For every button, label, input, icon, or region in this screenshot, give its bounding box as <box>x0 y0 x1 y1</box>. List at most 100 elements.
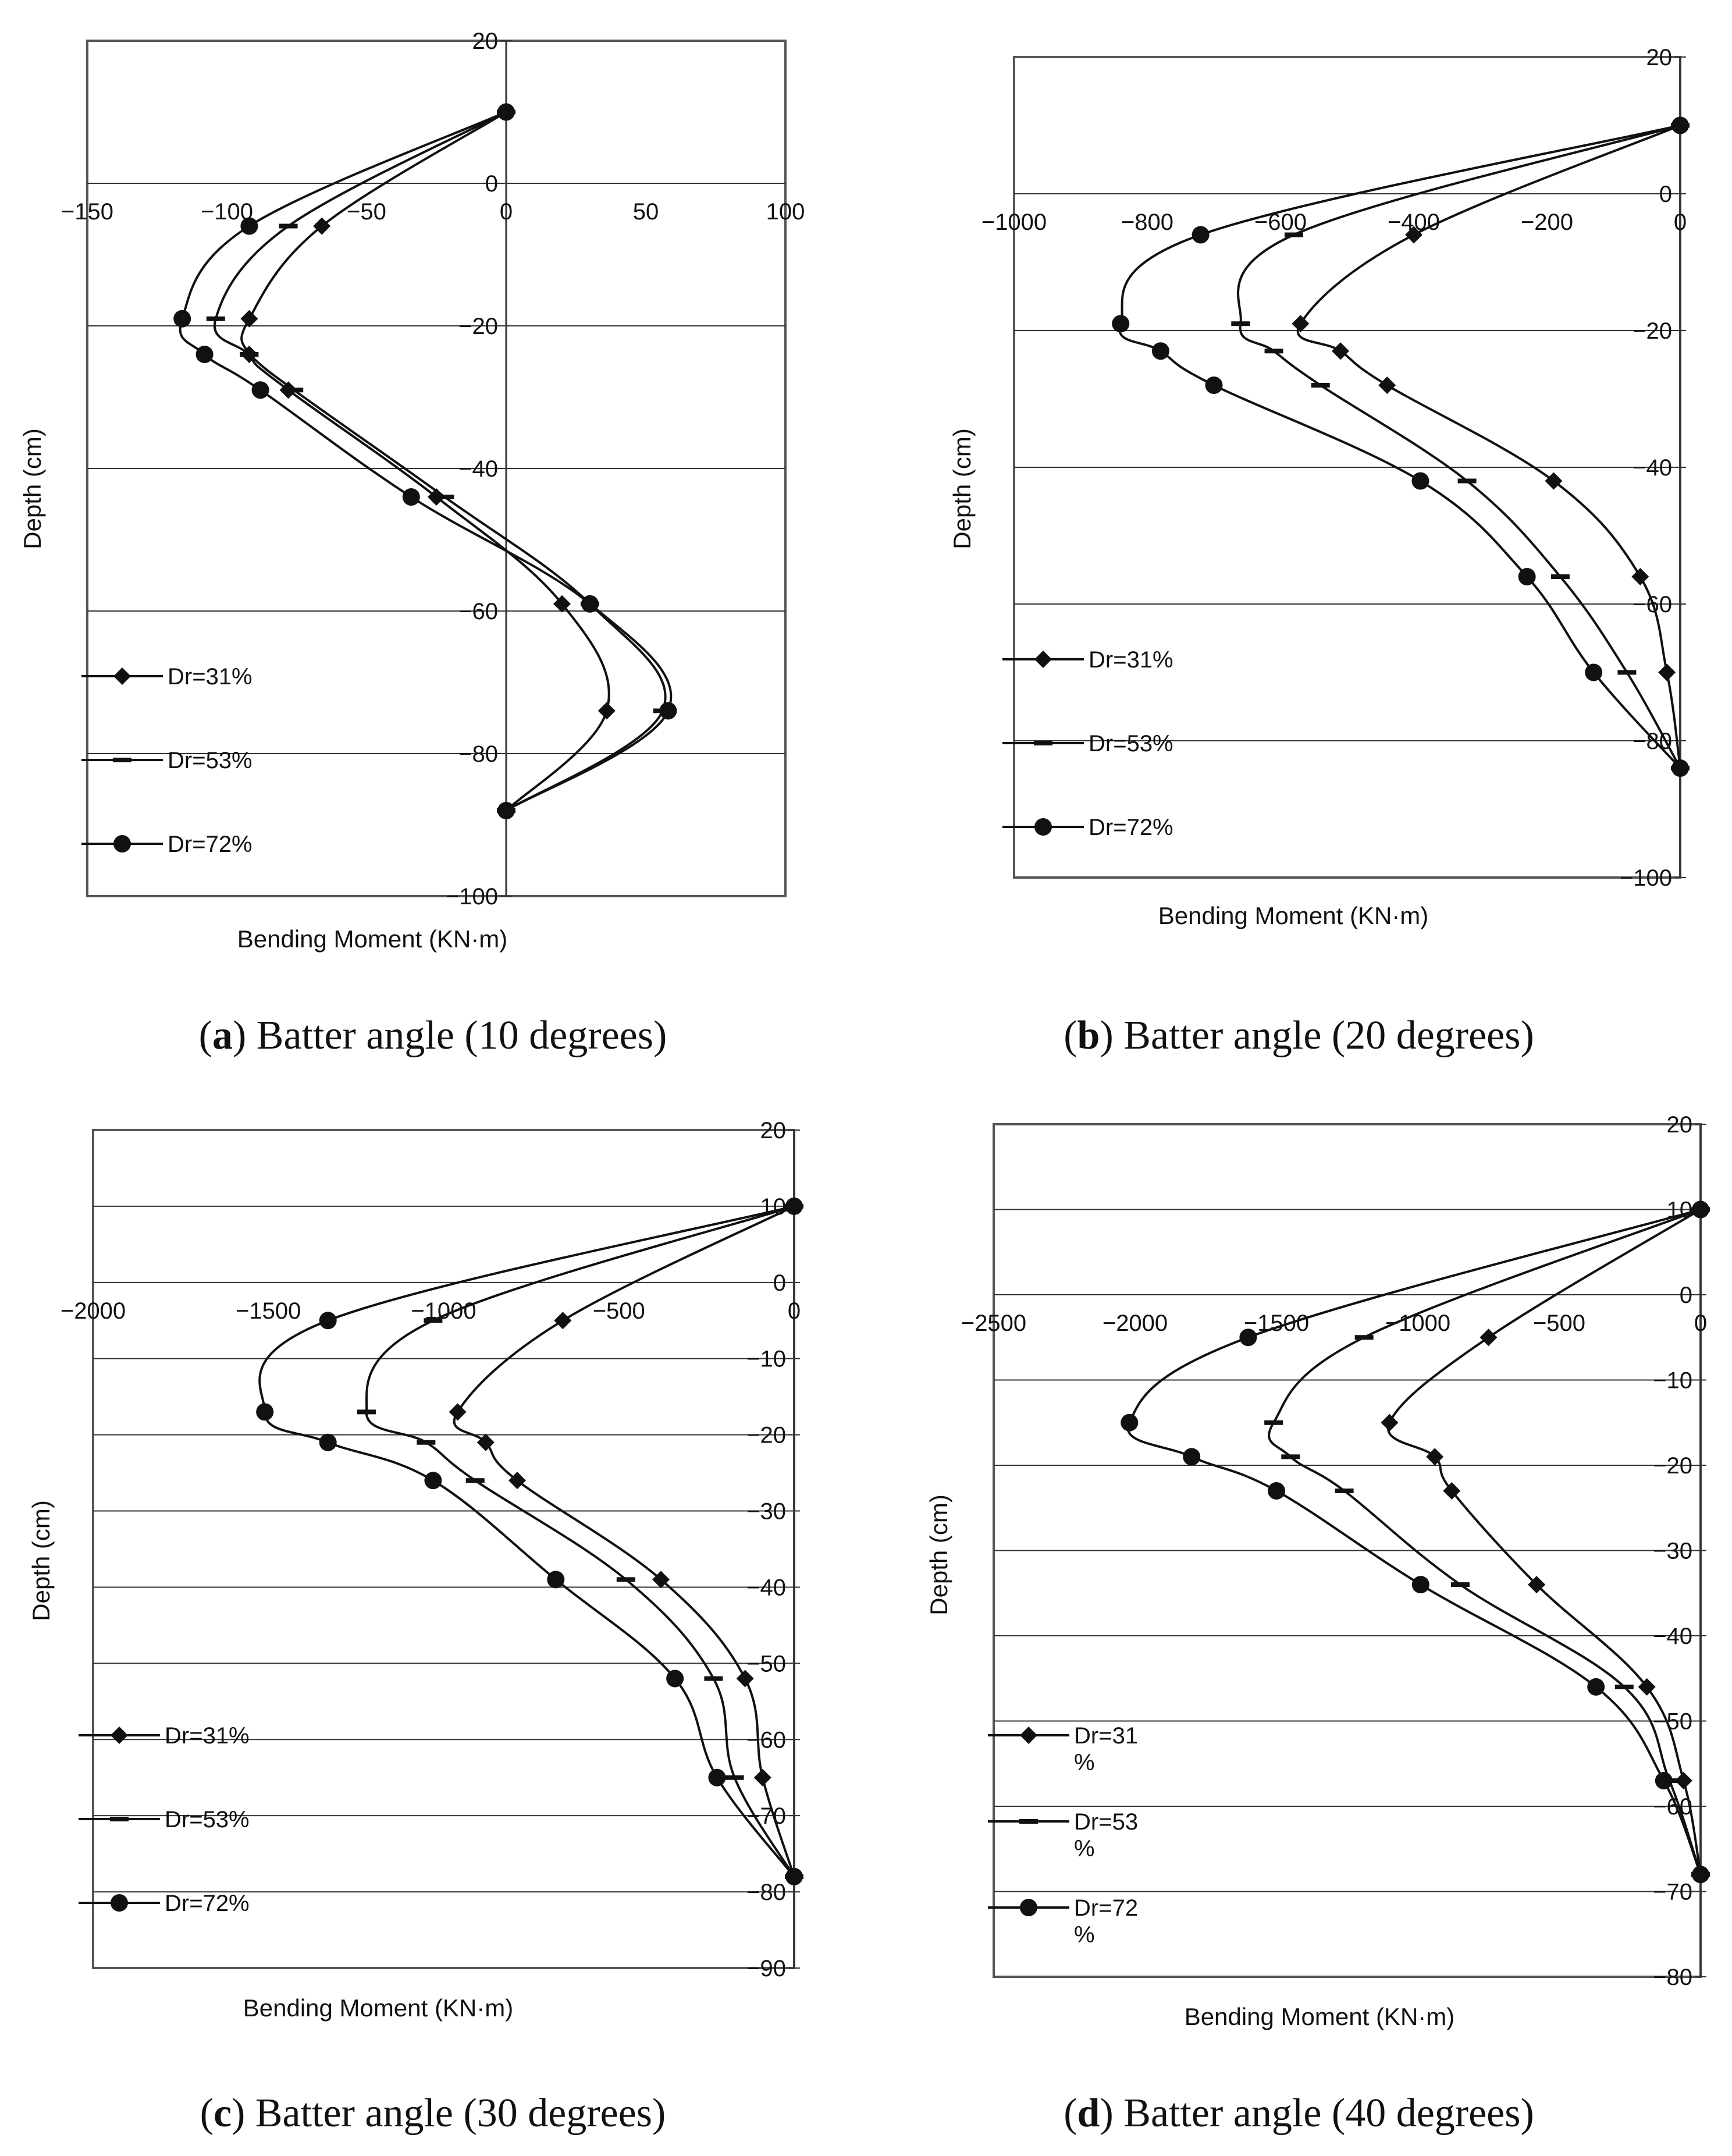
legend-item: Dr=72% <box>988 1895 1138 1948</box>
x-tick-label: −200 <box>1521 209 1573 235</box>
legend-marker <box>113 758 131 762</box>
caption-a: (a) Batter angle (10 degrees) <box>198 1013 667 1058</box>
data-point <box>1614 1684 1634 1689</box>
data-point <box>1121 1413 1139 1432</box>
series-dr-31- <box>1292 116 1689 777</box>
data-point <box>785 1867 803 1885</box>
x-axis-title: Bending Moment (KN·m) <box>237 925 507 953</box>
y-tick-label: −80 <box>1653 1965 1692 1990</box>
series-dr-72- <box>256 1197 803 1885</box>
data-point <box>256 1403 274 1421</box>
data-point <box>1239 1329 1257 1347</box>
series-line <box>213 111 667 812</box>
data-point <box>449 1403 467 1421</box>
x-tick-label: −1000 <box>411 1298 476 1324</box>
chart-c: −2000 −1500 −1000 −500 020100−10−20−30−40−50… <box>27 1118 803 2022</box>
data-point <box>319 1433 337 1451</box>
data-point <box>251 381 269 399</box>
data-point <box>554 1312 572 1330</box>
data-point <box>1480 1329 1498 1347</box>
data-point <box>725 1775 744 1780</box>
legend-item: Dr=72% <box>79 1891 250 1916</box>
legend-marker <box>1019 1819 1038 1824</box>
y-tick-label: −50 <box>1653 1709 1692 1735</box>
y-axis-title: Depth (cm) <box>19 428 46 549</box>
legend-label: Dr=53% <box>168 748 252 773</box>
series-line <box>365 1205 795 1877</box>
legend-marker <box>111 1894 128 1912</box>
x-tick-label: 100 <box>766 199 805 225</box>
legend-marker <box>1034 651 1052 668</box>
data-point <box>206 316 225 321</box>
data-point <box>1405 226 1422 244</box>
data-point <box>1281 1454 1300 1459</box>
data-point <box>753 1768 771 1786</box>
data-point <box>1426 1448 1444 1466</box>
y-tick-label: 20 <box>1667 1112 1693 1138</box>
data-point <box>616 1577 635 1582</box>
data-point <box>1411 1576 1429 1594</box>
caption-c: (c) Batter angle (30 degrees) <box>200 2091 666 2136</box>
data-point <box>652 1571 670 1589</box>
data-point <box>1183 1448 1201 1466</box>
data-point <box>553 595 571 613</box>
data-point <box>1587 1678 1605 1696</box>
y-tick-label: 20 <box>472 29 499 54</box>
caption-b: (b) Batter angle (20 degrees) <box>1064 1013 1534 1058</box>
data-point <box>1284 232 1303 237</box>
data-point <box>1692 1200 1709 1219</box>
legend-label: Dr=31% <box>1089 647 1173 673</box>
data-point <box>435 495 454 499</box>
x-axis-title: Bending Moment (KN·m) <box>1158 902 1428 929</box>
y-tick-label: 0 <box>773 1270 786 1296</box>
data-point <box>1231 321 1250 326</box>
data-point <box>402 488 420 506</box>
y-tick-label: −60 <box>746 1727 786 1753</box>
panel-d: −2500 −2000 −1500 −1000 −500 0 20 10 0 −10 −20 −30−… <box>866 1078 1732 2156</box>
data-point <box>666 1670 684 1688</box>
data-point <box>1378 376 1396 394</box>
x-tick-label: −500 <box>1533 1310 1585 1336</box>
data-point <box>1617 670 1637 675</box>
series-dr-72- <box>1121 1200 1709 1884</box>
x-tick-label: −2000 <box>1102 1310 1168 1336</box>
data-point <box>173 310 191 328</box>
legend-item: Dr=31% <box>988 1723 1138 1775</box>
data-point <box>497 802 515 819</box>
data-point <box>1545 472 1563 490</box>
y-tick-label: −20 <box>1653 1453 1692 1479</box>
legend-marker <box>111 1727 128 1744</box>
legend-item: Dr=53% <box>81 748 252 773</box>
data-point <box>1655 1772 1673 1790</box>
data-point <box>240 310 258 328</box>
legend-marker <box>1034 741 1052 745</box>
y-tick-label: −30 <box>746 1499 786 1525</box>
data-point <box>1550 574 1570 579</box>
data-point <box>1151 342 1169 360</box>
x-tick-label: −2500 <box>961 1310 1026 1336</box>
y-tick-label: 10 <box>1667 1198 1693 1223</box>
data-point <box>659 702 677 720</box>
data-point <box>1411 472 1429 490</box>
y-tick-label: −30 <box>1653 1539 1692 1564</box>
series-dr-31- <box>240 103 616 819</box>
panel-b: −1000 −800 −600 −400 −200 0 20 0 −20 −40 −60 −80 −10… <box>866 0 1732 1078</box>
data-point <box>1112 315 1130 333</box>
y-tick-label: −80 <box>458 741 498 767</box>
data-point <box>736 1670 754 1688</box>
data-point <box>1671 759 1689 777</box>
x-tick-label: −600 <box>1254 209 1307 235</box>
panel-c: −2000 −1500 −1000 −500 0 20 10 0 −10 −20 −30 −40 −50… <box>0 1078 866 2156</box>
data-point <box>284 388 304 393</box>
caption-d: (d) Batter angle (40 degrees) <box>1064 2091 1534 2136</box>
legend-label: Dr=53% <box>1089 731 1173 756</box>
chart-b: −1000 −800 −600 −400 −200 0200−20−40−60−80−10… <box>948 45 1690 929</box>
data-point <box>1692 1866 1709 1884</box>
data-point <box>1264 1420 1283 1425</box>
series-line <box>1126 1208 1702 1875</box>
legend-label: Dr=31% <box>165 1723 250 1749</box>
x-tick-label: −500 <box>593 1298 645 1324</box>
data-point <box>1192 226 1210 244</box>
legend-label: % <box>1074 1750 1095 1775</box>
legend-marker <box>1020 1727 1037 1744</box>
